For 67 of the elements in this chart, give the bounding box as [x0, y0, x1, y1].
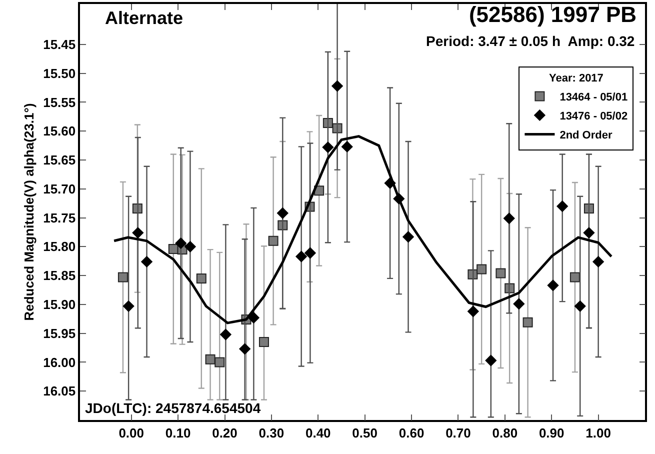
point — [341, 140, 353, 153]
point — [220, 328, 232, 340]
x-tick-label: 0.20 — [212, 425, 238, 440]
y-tick-label: 15.75 — [43, 210, 76, 226]
point — [583, 226, 595, 239]
point — [556, 200, 568, 212]
x-tick-label: 0.90 — [538, 425, 564, 440]
point — [496, 268, 506, 278]
y-tick-label: 15.70 — [43, 181, 76, 196]
x-tick-label: 0.10 — [165, 425, 191, 440]
point — [122, 300, 134, 312]
point — [214, 357, 225, 368]
y-axis-title: Reduced Magnitude(V) alpha(23.1°) — [22, 103, 37, 321]
point — [304, 247, 316, 259]
legend-title: Year: 2017 — [548, 72, 604, 85]
point — [485, 354, 497, 366]
point — [570, 272, 580, 282]
point — [476, 264, 487, 274]
y-tick-label: 15.85 — [43, 268, 76, 284]
x-tick-label: 0.40 — [305, 425, 331, 440]
point — [248, 312, 260, 324]
point — [238, 343, 251, 355]
y-tick-label: 15.65 — [43, 152, 76, 168]
point — [118, 272, 128, 282]
point — [268, 236, 278, 246]
point — [196, 273, 206, 284]
y-tick-label: 16.05 — [43, 384, 76, 399]
y-tick-label: 15.60 — [43, 124, 76, 139]
y-tick-label: 15.45 — [43, 36, 76, 52]
point — [331, 80, 344, 92]
legend-label: 13476 - 05/02 — [560, 110, 628, 122]
point — [276, 207, 288, 220]
point — [547, 280, 559, 292]
point — [522, 317, 533, 328]
x-tick-label: 0.30 — [258, 425, 284, 440]
x-tick-label: 0.80 — [492, 425, 518, 440]
y-tick-label: 15.95 — [43, 326, 76, 341]
point — [258, 337, 269, 347]
point — [295, 250, 308, 262]
point — [322, 141, 334, 154]
x-tick-label: 1.00 — [586, 425, 611, 440]
annotation: Period: 3.47 ± 0.05 h Amp: 0.32 — [426, 33, 635, 49]
point — [592, 256, 604, 268]
point — [184, 240, 196, 253]
y-tick-label: 15.55 — [43, 94, 76, 110]
legend-label: 13464 - 05/01 — [560, 91, 628, 104]
y-tick-label: 15.90 — [43, 296, 76, 312]
x-tick-label: 0.70 — [446, 425, 471, 440]
point — [467, 306, 480, 318]
point — [402, 230, 414, 243]
point — [175, 237, 187, 250]
x-tick-label: 0.50 — [352, 425, 378, 440]
y-tick-label: 15.50 — [43, 66, 76, 81]
point — [503, 212, 515, 224]
point — [140, 256, 153, 268]
point — [132, 226, 144, 239]
legend-label: 2nd Order — [560, 129, 613, 142]
point — [574, 300, 586, 312]
x-tick-label: 0.00 — [118, 425, 144, 440]
y-tick-label: 16.00 — [43, 354, 76, 370]
x-tick-label: 0.60 — [398, 425, 424, 440]
annotation: Alternate — [105, 8, 184, 28]
chart-title: (52586) 1997 PB — [468, 2, 637, 28]
point — [205, 354, 216, 364]
point — [513, 298, 525, 310]
y-tick-label: 15.80 — [43, 239, 76, 254]
annotation: JDo(LTC): 2457874.654504 — [85, 400, 261, 416]
